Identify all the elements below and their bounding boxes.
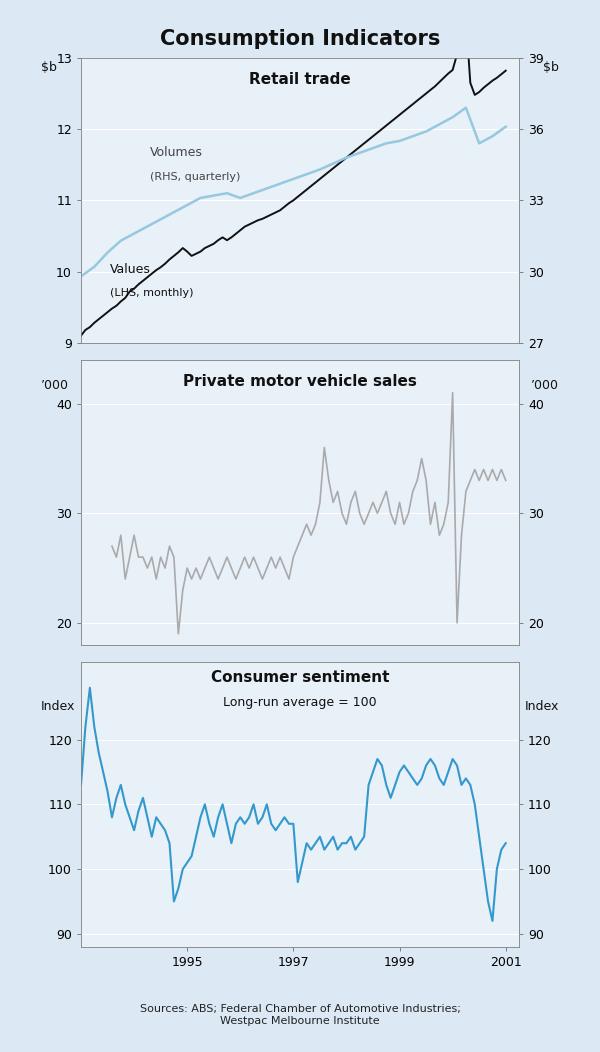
Text: (RHS, quarterly): (RHS, quarterly) xyxy=(150,173,241,182)
Text: Long-run average = 100: Long-run average = 100 xyxy=(223,696,377,709)
Text: ’000: ’000 xyxy=(41,379,69,391)
Text: Sources: ABS; Federal Chamber of Automotive Industries;
Westpac Melbourne Instit: Sources: ABS; Federal Chamber of Automot… xyxy=(140,1004,460,1026)
Text: Consumer sentiment: Consumer sentiment xyxy=(211,670,389,686)
Text: $b: $b xyxy=(41,61,56,74)
Text: ’000: ’000 xyxy=(531,379,559,391)
Text: Consumption Indicators: Consumption Indicators xyxy=(160,29,440,49)
Text: Values: Values xyxy=(110,263,151,276)
Text: Private motor vehicle sales: Private motor vehicle sales xyxy=(183,375,417,389)
Text: Retail trade: Retail trade xyxy=(249,73,351,87)
Text: Volumes: Volumes xyxy=(150,146,203,159)
Text: (LHS, monthly): (LHS, monthly) xyxy=(110,288,194,299)
Text: $b: $b xyxy=(544,61,559,74)
Text: Index: Index xyxy=(525,700,559,712)
Text: Index: Index xyxy=(41,700,75,712)
